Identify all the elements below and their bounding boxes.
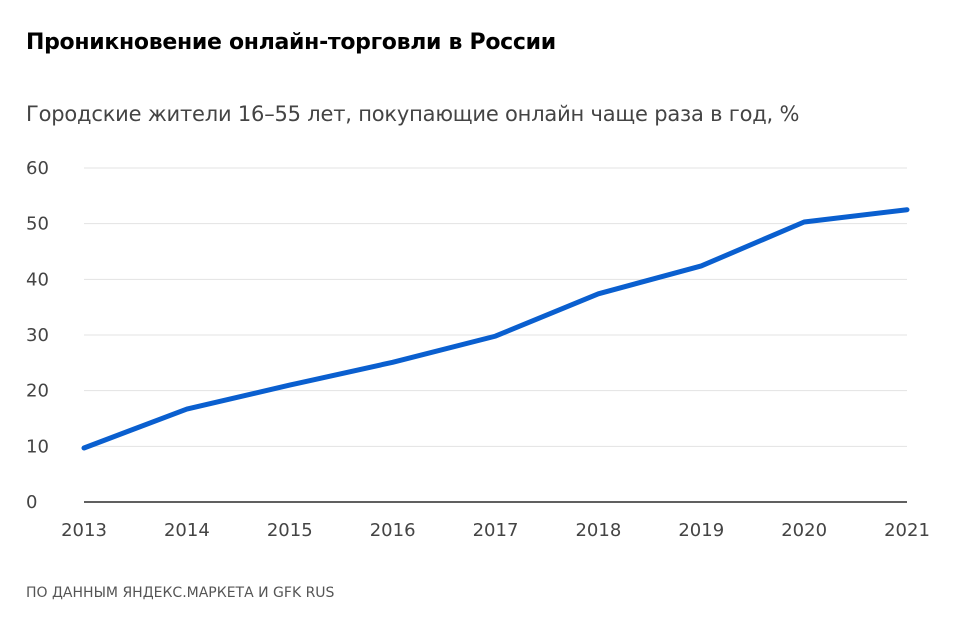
y-tick-label: 10 <box>26 436 49 457</box>
x-tick-label: 2014 <box>164 520 210 541</box>
series-line <box>81 207 910 451</box>
x-tick-label: 2016 <box>370 520 416 541</box>
chart-source: ПО ДАННЫМ ЯНДЕКС.МАРКЕТА И GFK RUS <box>26 585 335 601</box>
x-tick-label: 2013 <box>61 520 107 541</box>
chart-title: Проникновение онлайн-торговли в России <box>26 30 556 55</box>
x-tick-label: 2017 <box>473 520 519 541</box>
y-tick-label: 0 <box>26 492 37 513</box>
x-tick-label: 2019 <box>678 520 724 541</box>
y-tick-label: 40 <box>26 269 49 290</box>
y-tick-label: 20 <box>26 381 49 402</box>
x-tick-label: 2020 <box>781 520 827 541</box>
chart-subtitle: Городские жители 16–55 лет, покупающие о… <box>26 102 800 126</box>
y-tick-label: 50 <box>26 214 49 235</box>
y-tick-label: 60 <box>26 158 49 179</box>
x-tick-label: 2015 <box>267 520 313 541</box>
y-tick-label: 30 <box>26 325 49 346</box>
x-tick-label: 2018 <box>575 520 621 541</box>
x-tick-label: 2021 <box>884 520 930 541</box>
